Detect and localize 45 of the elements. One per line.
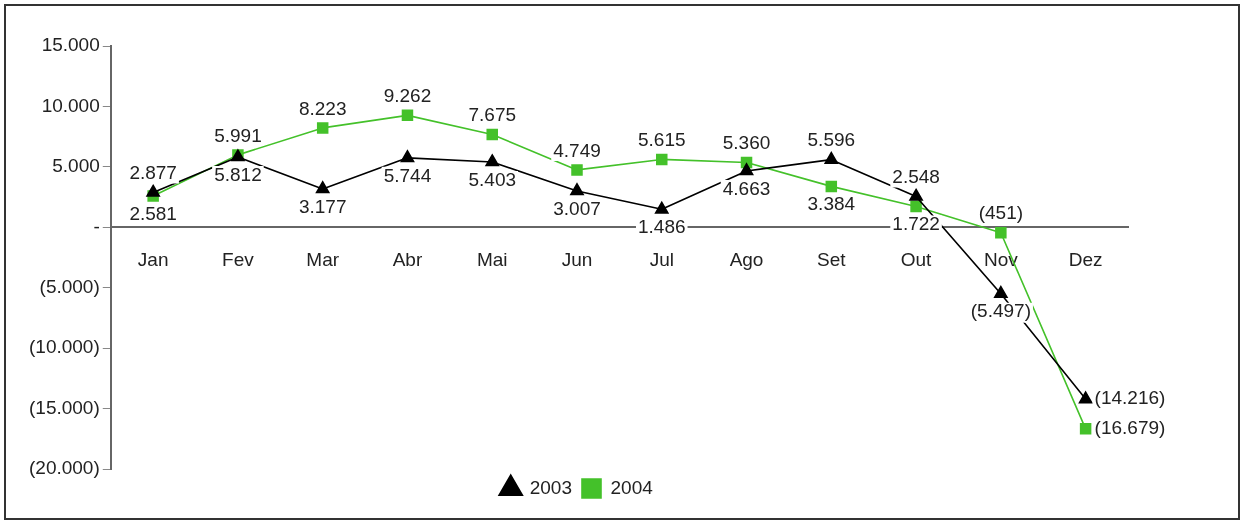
data-label: 5.812 [214,163,262,185]
data-label: 1.722 [892,213,940,235]
y-tick-label: 15.000 [41,34,100,56]
x-tick-label: Dez [1068,248,1103,270]
data-label: 3.177 [298,195,347,217]
legend-label: 2003 [529,476,573,498]
data-label: 5.744 [383,164,432,186]
data-label: 2.581 [129,202,177,224]
data-label: 3.007 [553,197,601,219]
x-tick-label: Jan [137,248,169,270]
data-label: (14.216) [1094,387,1166,409]
data-label: 2.877 [129,162,177,184]
y-tick-label: (5.000) [39,275,100,297]
x-tick-label: Jul [649,248,674,270]
data-label: (16.679) [1094,417,1166,439]
legend-label: 2004 [610,476,654,498]
data-label: 5.403 [468,168,516,190]
data-label: 5.615 [638,129,686,151]
x-tick-label: Mar [306,248,340,270]
x-tick-label: Out [900,248,933,270]
x-tick-label: Set [817,248,847,270]
y-tick-label: 5.000 [52,155,100,177]
data-label: 5.991 [214,124,262,146]
data-label: 8.223 [298,97,347,119]
data-label: (5.497) [970,300,1031,322]
x-tick-label: Fev [222,248,255,270]
x-tick-label: Mai [476,248,508,270]
data-label: 3.384 [807,193,856,215]
data-label: 2.548 [892,166,940,188]
y-tick-label: 10.000 [41,94,100,116]
y-tick-label: (15.000) [28,396,100,418]
data-label: 4.663 [722,177,771,199]
y-tick-label: - [93,215,100,237]
y-tick-label: (20.000) [28,457,100,479]
x-tick-label: Jun [561,248,593,270]
data-label: 1.486 [638,216,686,238]
x-tick-label: Abr [392,248,423,270]
data-label: 9.262 [383,85,432,107]
y-tick-label: (10.000) [28,336,100,358]
data-label: 7.675 [468,104,516,126]
data-label: 5.596 [807,129,856,151]
data-label: (451) [978,202,1024,224]
data-label: 5.360 [722,132,771,154]
x-tick-label: Ago [729,248,764,270]
data-label: 4.749 [553,139,601,161]
